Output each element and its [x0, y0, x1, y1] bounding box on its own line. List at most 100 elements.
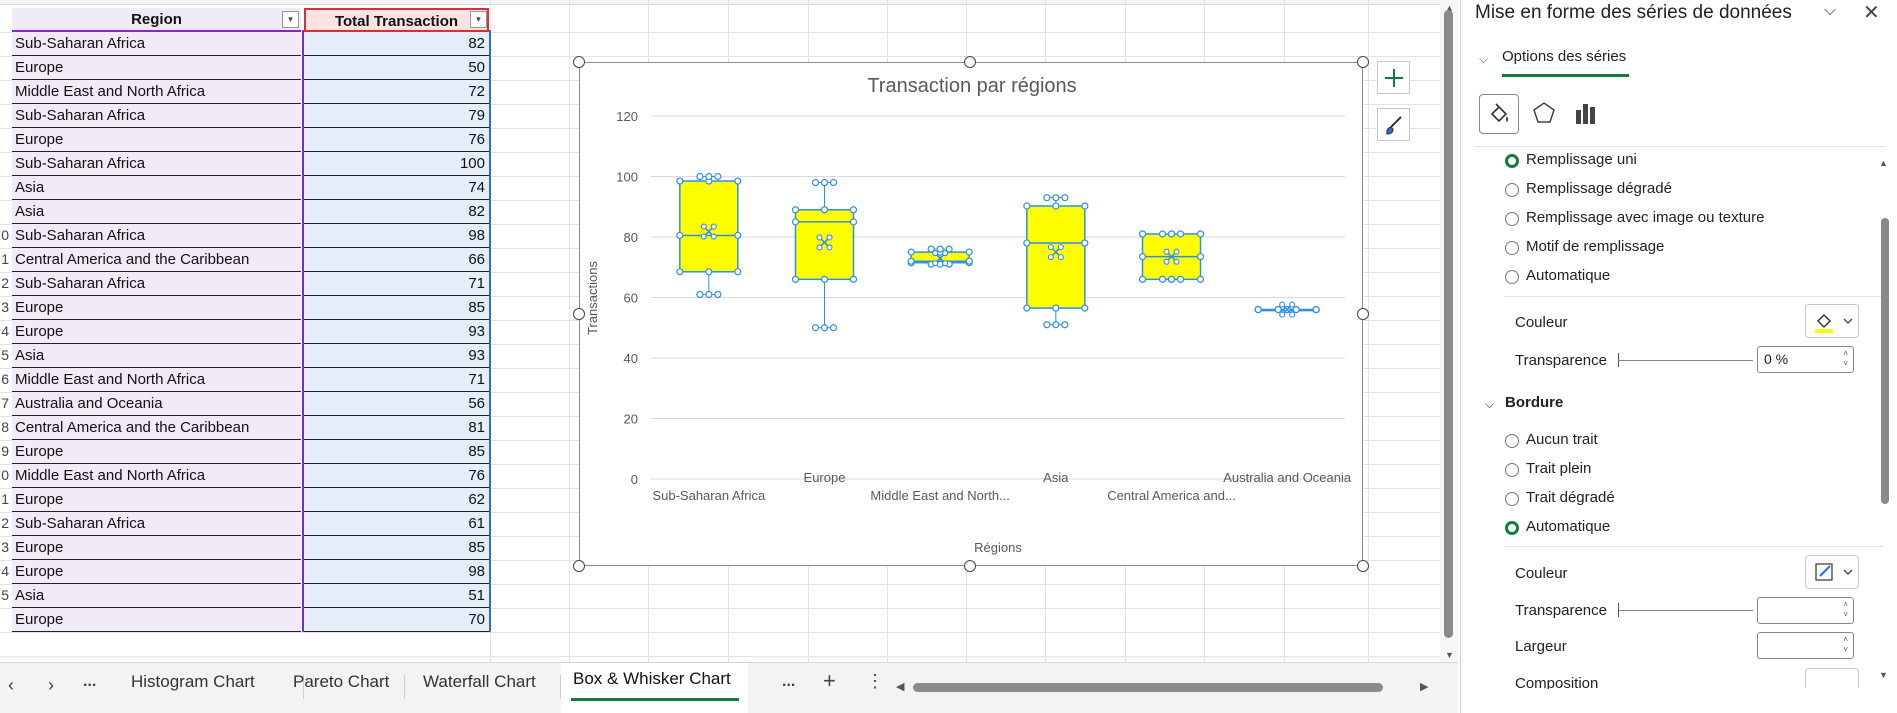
row-number[interactable]: 0	[1, 227, 9, 243]
total-cell[interactable]: 61	[304, 512, 489, 536]
radio-border-auto[interactable]	[1505, 521, 1519, 535]
resize-handle-ml[interactable]	[573, 308, 585, 320]
region-cell[interactable]: Europe	[12, 56, 301, 80]
region-cell[interactable]: Sub-Saharan Africa	[12, 512, 301, 536]
total-cell[interactable]: 82	[304, 200, 489, 224]
resize-handle-tr[interactable]	[1357, 56, 1369, 68]
border-chevron-icon[interactable]: ⌵	[1485, 397, 1495, 411]
region-cell[interactable]: Asia	[12, 200, 301, 224]
region-cell[interactable]: Europe	[12, 608, 301, 632]
total-cell[interactable]: 71	[304, 368, 489, 392]
row-number[interactable]: 4	[1, 323, 9, 339]
total-cell[interactable]: 85	[304, 536, 489, 560]
resize-handle-mr[interactable]	[1357, 308, 1369, 320]
resize-handle-bl[interactable]	[573, 560, 585, 572]
radio-fill-solid[interactable]	[1505, 154, 1519, 168]
total-cell[interactable]: 98	[304, 560, 489, 584]
border-color-button[interactable]	[1805, 555, 1859, 589]
spinner-icon[interactable]: ˄ ˅	[1843, 600, 1848, 619]
horizontal-scroll-thumb[interactable]	[913, 683, 1383, 692]
more-sheets-button[interactable]: ...	[83, 673, 97, 690]
radio-fill-picture[interactable]	[1505, 212, 1519, 226]
radio-fill-auto[interactable]	[1505, 270, 1519, 284]
total-cell[interactable]: 79	[304, 104, 489, 128]
row-number[interactable]: 9	[1, 443, 9, 459]
row-number[interactable]: 8	[1, 419, 9, 435]
region-cell[interactable]: Sub-Saharan Africa	[12, 104, 301, 128]
worksheet[interactable]: Region ▾ Total Transaction ▾ Sub-Saharan…	[0, 0, 1440, 662]
region-cell[interactable]: Europe	[12, 488, 301, 512]
total-cell[interactable]: 70	[304, 608, 489, 632]
total-header[interactable]: Total Transaction	[304, 8, 489, 32]
border-heading[interactable]: Bordure	[1505, 394, 1564, 411]
chart-plot[interactable]: Transaction par régions 0 20 40 60 80 100 120 Tr…	[580, 63, 1364, 567]
region-cell[interactable]: Sub-Saharan Africa	[12, 152, 301, 176]
total-cell[interactable]: 56	[304, 392, 489, 416]
total-filter-button[interactable]: ▾	[470, 11, 487, 28]
total-cell[interactable]: 100	[304, 152, 489, 176]
region-cell[interactable]: Central America and the Caribbean	[12, 248, 301, 272]
tab-histogram-chart[interactable]: Histogram Chart	[131, 672, 255, 691]
chart-styles-button[interactable]	[1377, 108, 1410, 141]
row-number[interactable]: 2	[1, 515, 9, 531]
radio-border-solid[interactable]	[1505, 463, 1519, 477]
region-cell[interactable]: Asia	[12, 176, 301, 200]
composition-button[interactable]	[1805, 668, 1859, 688]
pane-scroll-up-icon[interactable]: ▲	[1879, 158, 1888, 168]
total-cell[interactable]: 72	[304, 80, 489, 104]
region-cell[interactable]: Europe	[12, 560, 301, 584]
chevron-down-icon[interactable]: ⌵	[1824, 2, 1837, 19]
total-cell[interactable]: 81	[304, 416, 489, 440]
total-cell[interactable]: 93	[304, 320, 489, 344]
fill-transparency-field[interactable]: 0 % ˄ ˅	[1757, 346, 1854, 373]
series-options-tab[interactable]	[1573, 100, 1599, 131]
region-cell[interactable]: Sub-Saharan Africa	[12, 272, 301, 296]
hscroll-left-icon[interactable]: ◀	[896, 681, 905, 693]
prev-sheet-icon[interactable]: ‹	[8, 675, 14, 695]
radio-fill-gradient[interactable]	[1505, 183, 1519, 197]
pane-scroll-thumb[interactable]	[1881, 218, 1889, 504]
tab-pareto-chart[interactable]: Pareto Chart	[293, 672, 390, 691]
region-cell[interactable]: Europe	[12, 320, 301, 344]
region-cell[interactable]: Sub-Saharan Africa	[12, 224, 301, 248]
chart-elements-button[interactable]	[1377, 61, 1410, 94]
total-cell[interactable]: 76	[304, 464, 489, 488]
resize-handle-tl[interactable]	[573, 56, 585, 68]
border-transparency-field[interactable]: ˄ ˅	[1757, 597, 1854, 624]
region-cell[interactable]: Asia	[12, 344, 301, 368]
region-cell[interactable]: Middle East and North Africa	[12, 368, 301, 392]
tab-series-options[interactable]: Options des séries	[1502, 48, 1627, 65]
region-cell[interactable]: Europe	[12, 536, 301, 560]
border-transparency-slider[interactable]	[1618, 603, 1753, 617]
total-cell[interactable]: 50	[304, 56, 489, 80]
total-cell[interactable]: 71	[304, 272, 489, 296]
row-number[interactable]: 2	[1, 275, 9, 291]
radio-border-gradient[interactable]	[1505, 492, 1519, 506]
effects-tab[interactable]	[1531, 100, 1557, 131]
region-cell[interactable]: Europe	[12, 128, 301, 152]
region-cell[interactable]: Australia and Oceania	[12, 392, 301, 416]
region-cell[interactable]: Europe	[12, 440, 301, 464]
add-sheet-button[interactable]: +	[823, 668, 836, 693]
total-cell[interactable]: 85	[304, 296, 489, 320]
total-cell[interactable]: 98	[304, 224, 489, 248]
vertical-scroll-thumb[interactable]	[1444, 10, 1453, 638]
section-chevron-icon[interactable]: ⌵	[1479, 52, 1489, 66]
region-cell[interactable]: Middle East and North Africa	[12, 464, 301, 488]
sheet-options-button[interactable]: ⋮	[866, 671, 884, 691]
total-cell[interactable]: 51	[304, 584, 489, 608]
total-cell[interactable]: 93	[304, 344, 489, 368]
more-sheets-button-right[interactable]: ...	[782, 673, 796, 690]
row-number[interactable]: 3	[1, 299, 9, 315]
row-number[interactable]: 3	[1, 539, 9, 555]
border-width-field[interactable]: ˄ ˅	[1757, 632, 1854, 659]
column-header-strip[interactable]	[0, 0, 1440, 5]
row-number[interactable]: 7	[1, 395, 9, 411]
row-number[interactable]: 1	[1, 251, 9, 267]
row-number[interactable]: 1	[1, 491, 9, 507]
spinner-icon[interactable]: ˄ ˅	[1843, 635, 1848, 654]
fill-line-tab[interactable]	[1479, 94, 1519, 134]
pane-scroll-down-icon[interactable]: ▼	[1879, 670, 1888, 680]
row-number[interactable]: 6	[1, 371, 9, 387]
region-cell[interactable]: Asia	[12, 584, 301, 608]
